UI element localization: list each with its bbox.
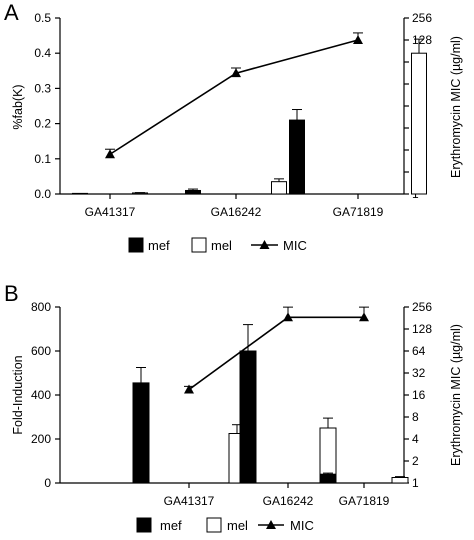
panel-b: B Fold-Induction Erythromycin MIC (µg/ml… — [4, 281, 463, 508]
legend-b-mic-label: MIC — [290, 518, 314, 533]
panel-a-bar-mef-1 — [185, 189, 201, 195]
legend-a-mic-marker — [259, 240, 270, 249]
legend-a-mef-label: mef — [148, 238, 170, 253]
panel-a-legend: mef mel MIC — [128, 237, 307, 253]
panel-a-letter: A — [4, 0, 19, 25]
legend-a-mel-label: mel — [211, 238, 232, 253]
panel-a-y-tick-label-4: 0.4 — [34, 46, 51, 60]
legend-b-mef-label: mef — [160, 518, 182, 533]
legend-b-mel-swatch — [206, 517, 222, 533]
panel-a-y-axis-label: %fab(K) — [11, 84, 25, 129]
panel-a-x-tick-label-0: GA41317 — [85, 205, 136, 219]
panel-a-mic-point-1 — [231, 68, 241, 78]
panel-a-bar-mel-1 — [271, 181, 287, 195]
panel-b-y-axis-label: Fold-Induction — [11, 355, 25, 434]
panel-b-y-tick-label-3: 600 — [31, 344, 51, 358]
panel-a-y-tick-label-3: 0.3 — [34, 81, 51, 95]
panel-a-x-tick-label-1: GA16242 — [211, 205, 262, 219]
panel-b-x-tick-label-2: GA71819 — [339, 494, 390, 508]
panel-b-y2-tick-label-2: 4 — [412, 432, 419, 446]
panel-b-mic-line — [188, 316, 364, 391]
panel-b-y-tick-label-1: 200 — [31, 432, 51, 446]
panel-a-mic-point-0 — [105, 149, 115, 159]
panel-b-y2-tick-label-8: 256 — [412, 300, 432, 314]
panel-b-x-tick-label-0: GA41317 — [164, 494, 215, 508]
panel-b-bar-mef-1 — [239, 350, 257, 484]
panel-b-y-tick-label-4: 800 — [31, 300, 51, 314]
panel-a-x-tick-label-2: GA71819 — [333, 205, 384, 219]
panel-b-mic-point-0 — [184, 384, 194, 394]
panel-b-y-tick-label-0: 0 — [44, 476, 51, 490]
panel-b-letter: B — [4, 281, 19, 306]
panel-b-x-tick-label-1: GA16242 — [263, 494, 314, 508]
panel-a-mic-line — [109, 39, 359, 155]
panel-a-bar-mef-0 — [72, 192, 88, 195]
panel-a-bar-mel-2 — [411, 52, 427, 195]
panel-a-bar-mef-2 — [289, 119, 305, 195]
panel-a-y2-tick-label-8: 256 — [412, 11, 432, 25]
legend-a-mef-swatch — [128, 237, 144, 253]
panel-b-y2-tick-label-7: 128 — [412, 322, 432, 336]
panel-a-y-tick-label-0: 0.0 — [34, 187, 51, 201]
legend-a-mel-swatch — [191, 237, 207, 253]
panel-a-y2-tick-label-7: 128 — [412, 33, 432, 47]
legend-b-mic-marker — [266, 520, 276, 529]
panel-b-y2-tick-label-1: 2 — [412, 454, 419, 468]
panel-a-mic-point-2 — [353, 35, 363, 44]
panel-b-legend: mef mel MIC — [136, 517, 314, 533]
panel-b-bar-mef-0 — [132, 382, 150, 484]
panel-b-y-tick-label-2: 400 — [31, 388, 51, 402]
legend-b-mel-label: mel — [227, 518, 248, 533]
panel-a-bar-mel-0 — [132, 192, 148, 195]
panel-b-y2-tick-label-3: 8 — [412, 410, 419, 424]
panel-b-y2-tick-label-5: 32 — [412, 366, 426, 380]
panel-b-y2-tick-label-4: 16 — [412, 388, 426, 402]
panel-b-y2-tick-label-0: 1 — [412, 476, 419, 490]
panel-b-mic-point-2 — [359, 312, 369, 322]
panel-b-bar-mel-2 — [391, 477, 409, 484]
legend-a-mic-label: MIC — [283, 238, 307, 253]
panel-a-y-tick-label-1: 0.1 — [34, 152, 51, 166]
panel-a: A %fab(K) Erythromycin MIC (µg/ml) 0.0 0.… — [4, 0, 463, 219]
panel-a-y2-axis-label: Erythromycin MIC (µg/ml) — [449, 36, 463, 178]
panel-b-y2-tick-label-6: 64 — [412, 344, 426, 358]
panel-a-y-tick-label-2: 0.2 — [34, 117, 51, 131]
panel-a-y-tick-label-5: 0.5 — [34, 11, 51, 25]
legend-b-mef-swatch — [136, 517, 152, 533]
panel-b-bar-mef-2 — [319, 473, 337, 484]
panel-b-mic-point-1 — [283, 312, 293, 322]
panel-b-y2-axis-label: Erythromycin MIC (µg/ml) — [449, 324, 463, 466]
